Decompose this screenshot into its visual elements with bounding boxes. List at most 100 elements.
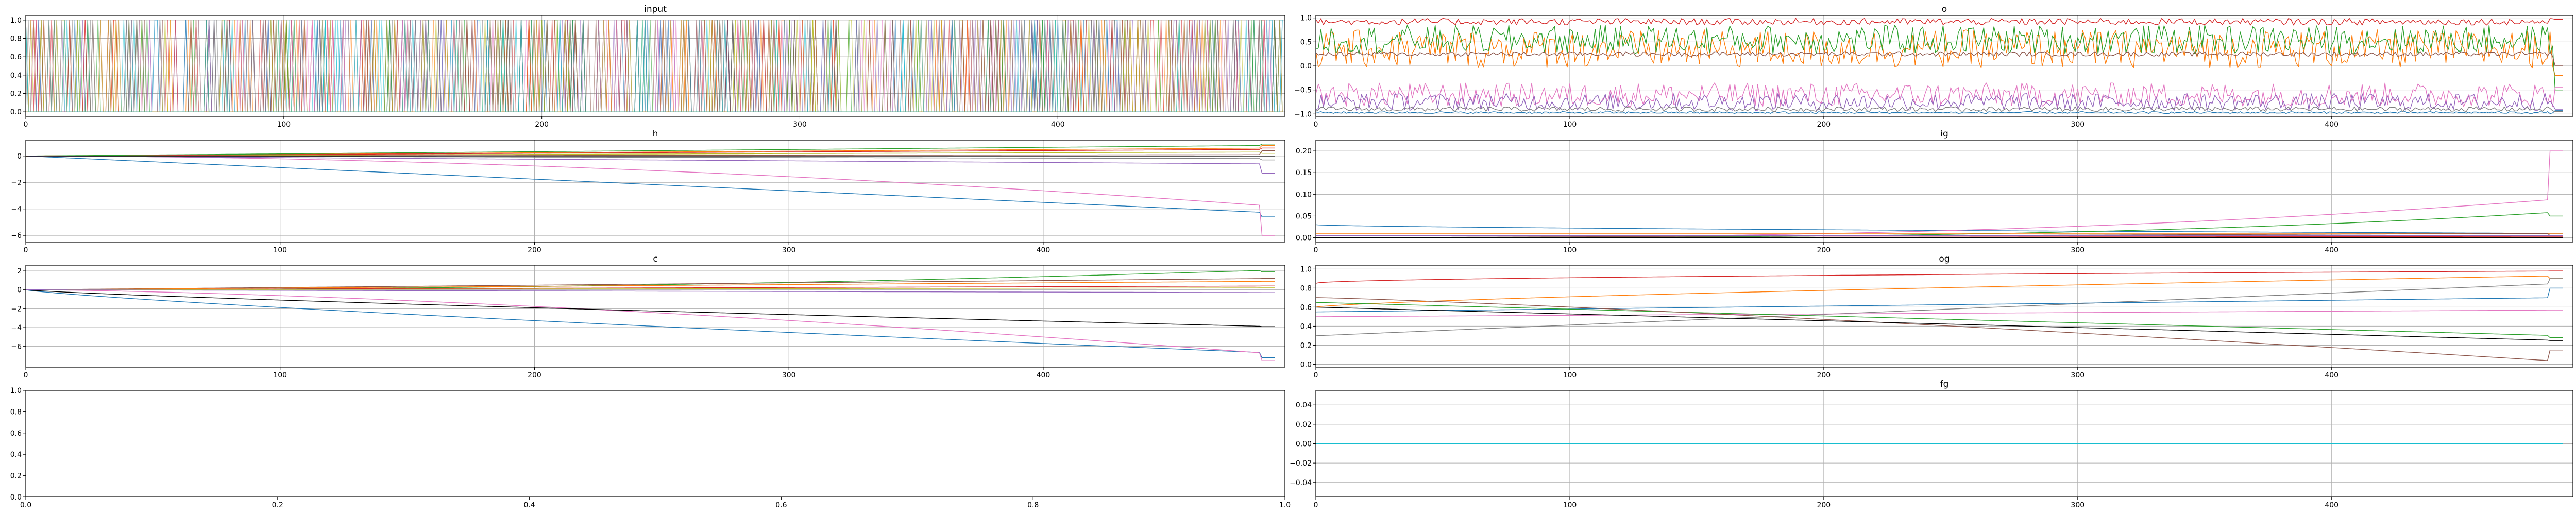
input-series-line xyxy=(25,20,1283,112)
x-tick-label: 200 xyxy=(1817,371,1831,380)
x-tick-label: 100 xyxy=(1563,121,1577,129)
y-tick-label: −2 xyxy=(11,179,22,187)
panel-fg: 0 100 200 300 400 −0.04 −0.02 0.00 0.02 0.04 fg xyxy=(1290,379,2573,509)
x-tick-label: 200 xyxy=(1817,121,1831,129)
axes-frame xyxy=(1315,15,2573,117)
c-series-line xyxy=(25,289,1275,327)
panel-empty: 0.0 0.2 0.4 0.6 0.8 1.0 0.0 0.2 0.4 0.6 0.8 1.0 xyxy=(10,387,1291,509)
x-tick-label: 0 xyxy=(24,121,28,129)
axes-frame xyxy=(25,140,1285,243)
y-tick-label: 0.00 xyxy=(1296,440,1312,449)
y-tick-label: 0.0 xyxy=(1300,360,1312,369)
x-tick-label: 400 xyxy=(2325,121,2338,129)
og-series-line xyxy=(1316,310,2563,317)
y-tick-label: 0.6 xyxy=(10,53,22,61)
x-tick-label: 100 xyxy=(273,371,287,380)
y-tick-label: 0.0 xyxy=(1300,62,1312,71)
og-series-line xyxy=(1315,306,2563,341)
x-tick-label: 0 xyxy=(1314,246,1318,254)
c-series-line xyxy=(25,278,1275,290)
y-tick-label: 0.2 xyxy=(1300,341,1312,350)
c-series-line xyxy=(25,289,1275,358)
x-tick-label: 200 xyxy=(535,121,549,129)
x-tick-label: 1.0 xyxy=(1279,501,1291,509)
x-tick-label: 100 xyxy=(277,121,291,129)
h-series-line xyxy=(25,144,1275,157)
y-tick-label: 0.4 xyxy=(10,72,22,80)
x-tick-label: 200 xyxy=(528,246,541,254)
c-series-line xyxy=(26,289,1275,293)
x-tick-label: 400 xyxy=(1051,121,1065,129)
h-series-line xyxy=(26,156,1275,174)
x-tick-label: 200 xyxy=(528,371,541,380)
axes-frame xyxy=(1315,390,2573,497)
panel-title: ig xyxy=(1940,129,1948,139)
c-series-line xyxy=(25,281,1275,290)
y-tick-label: −6 xyxy=(11,232,22,240)
y-tick-label: 0.0 xyxy=(10,108,22,116)
x-tick-label: 0 xyxy=(1314,501,1318,509)
y-tick-label: −1.0 xyxy=(1294,110,1312,118)
h-series-line xyxy=(25,156,1275,217)
og-series-line xyxy=(1315,270,2563,284)
x-tick-label: 300 xyxy=(793,121,807,129)
x-tick-label: 200 xyxy=(1817,246,1831,254)
y-tick-label: 0.15 xyxy=(1296,169,1312,177)
h-series-line xyxy=(26,156,1275,236)
c-series-line xyxy=(26,287,1275,290)
y-tick-label: 0.6 xyxy=(1300,303,1312,312)
y-tick-label: 1.0 xyxy=(1300,265,1312,273)
panel-title: input xyxy=(644,4,667,14)
panel-h: 0 100 200 300 400 −6 −4 −2 0 h xyxy=(11,129,1285,254)
x-tick-label: 100 xyxy=(273,246,287,254)
y-tick-label: 1.0 xyxy=(1300,14,1312,23)
y-tick-label: 0.00 xyxy=(1296,234,1312,243)
axes-frame xyxy=(25,390,1285,497)
y-tick-label: −4 xyxy=(11,324,22,332)
og-series-line xyxy=(1315,287,2563,313)
y-tick-label: 0.8 xyxy=(10,408,22,416)
y-tick-label: 0.02 xyxy=(1296,421,1312,429)
y-tick-label: 0.4 xyxy=(1300,322,1312,331)
o-series-line xyxy=(1315,93,2563,111)
x-tick-label: 400 xyxy=(1037,371,1050,380)
ig-series-line xyxy=(1315,224,2563,234)
x-tick-label: 0 xyxy=(24,371,28,380)
og-series-line xyxy=(1315,278,2563,336)
panel-title: og xyxy=(1939,254,1950,264)
x-tick-label: 0 xyxy=(1314,121,1318,129)
panel-input: 0 100 200 300 400 0.0 0.2 0.4 0.6 0.8 1.0 input xyxy=(10,4,1285,129)
og-series-line xyxy=(1315,297,2563,361)
axes-frame xyxy=(1315,265,2573,368)
x-tick-label: 0 xyxy=(24,246,28,254)
panel-title: c xyxy=(653,254,657,264)
x-tick-label: 0.8 xyxy=(1027,501,1039,509)
x-tick-label: 100 xyxy=(1563,371,1577,380)
y-tick-label: 0.05 xyxy=(1296,212,1312,220)
panel-og: 0 100 200 300 400 0.0 0.2 0.4 0.6 0.8 1.0 og xyxy=(1300,254,2573,380)
x-tick-label: 0.2 xyxy=(272,501,283,509)
panel-ig: 0 100 200 300 400 0.00 0.05 0.10 0.15 0.20 ig xyxy=(1296,129,2573,254)
y-tick-label: 1.0 xyxy=(10,387,22,395)
og-series-line xyxy=(1315,276,2563,308)
y-tick-label: 1.0 xyxy=(10,16,22,25)
x-tick-label: 300 xyxy=(2071,371,2084,380)
x-tick-label: 300 xyxy=(782,246,796,254)
h-series-line xyxy=(26,156,1275,161)
panel-c: 0 100 200 300 400 −6 −4 −2 0 2 c xyxy=(11,254,1285,380)
o-series-line xyxy=(1315,51,2563,66)
x-tick-label: 400 xyxy=(1037,246,1050,254)
c-series-line xyxy=(26,289,1275,361)
x-tick-label: 400 xyxy=(2325,501,2338,509)
y-tick-label: −0.02 xyxy=(1290,459,1312,468)
x-tick-label: 0.4 xyxy=(523,501,535,509)
o-series-line xyxy=(1315,18,2563,26)
x-tick-label: 0 xyxy=(1314,371,1318,380)
y-tick-label: 0.2 xyxy=(10,472,22,480)
x-tick-label: 100 xyxy=(1563,246,1577,254)
y-tick-label: 0 xyxy=(17,286,22,295)
h-series-line xyxy=(25,151,1275,157)
y-tick-label: 2 xyxy=(17,267,22,276)
y-tick-label: −0.04 xyxy=(1290,479,1312,487)
x-tick-label: 0.6 xyxy=(775,501,787,509)
